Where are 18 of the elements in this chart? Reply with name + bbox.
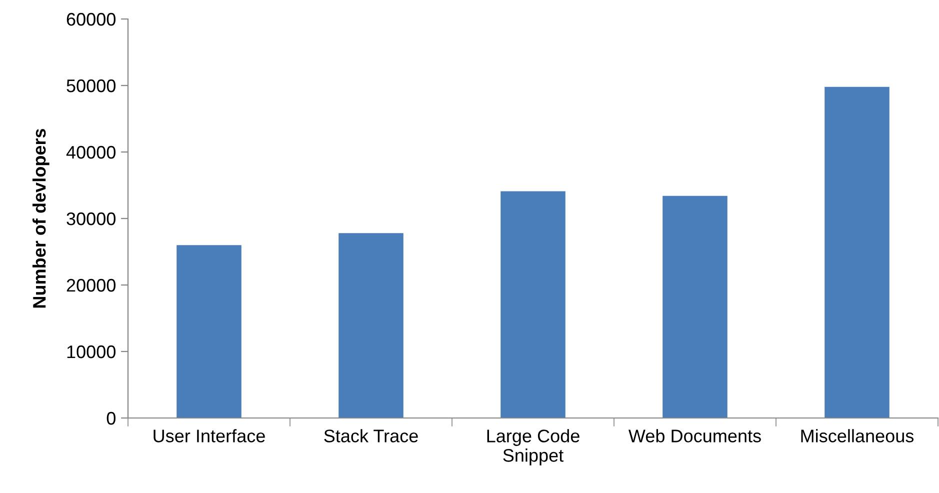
bar	[338, 233, 404, 418]
y-tick-label: 10000	[67, 345, 116, 358]
x-tick-label: Large Code Snippet	[487, 429, 580, 466]
y-tick-label: 30000	[66, 212, 116, 226]
y-tick-label: 0	[106, 412, 116, 425]
bar	[500, 191, 566, 418]
bar	[176, 245, 242, 418]
x-tick-label: Stack Trace	[324, 429, 418, 442]
y-axis-title: Number of devlopers	[32, 128, 50, 308]
y-tick-label: 20000	[66, 278, 116, 292]
bar	[824, 86, 890, 418]
x-tick-label: Miscellaneous	[801, 429, 914, 442]
y-tick-label: 40000	[66, 146, 116, 159]
y-tick-label: 60000	[66, 12, 116, 26]
bar	[662, 196, 728, 418]
y-tick-label: 50000	[66, 79, 116, 92]
x-tick-label: Web Documents	[628, 429, 761, 442]
x-tick-label: User Interface	[154, 429, 265, 442]
